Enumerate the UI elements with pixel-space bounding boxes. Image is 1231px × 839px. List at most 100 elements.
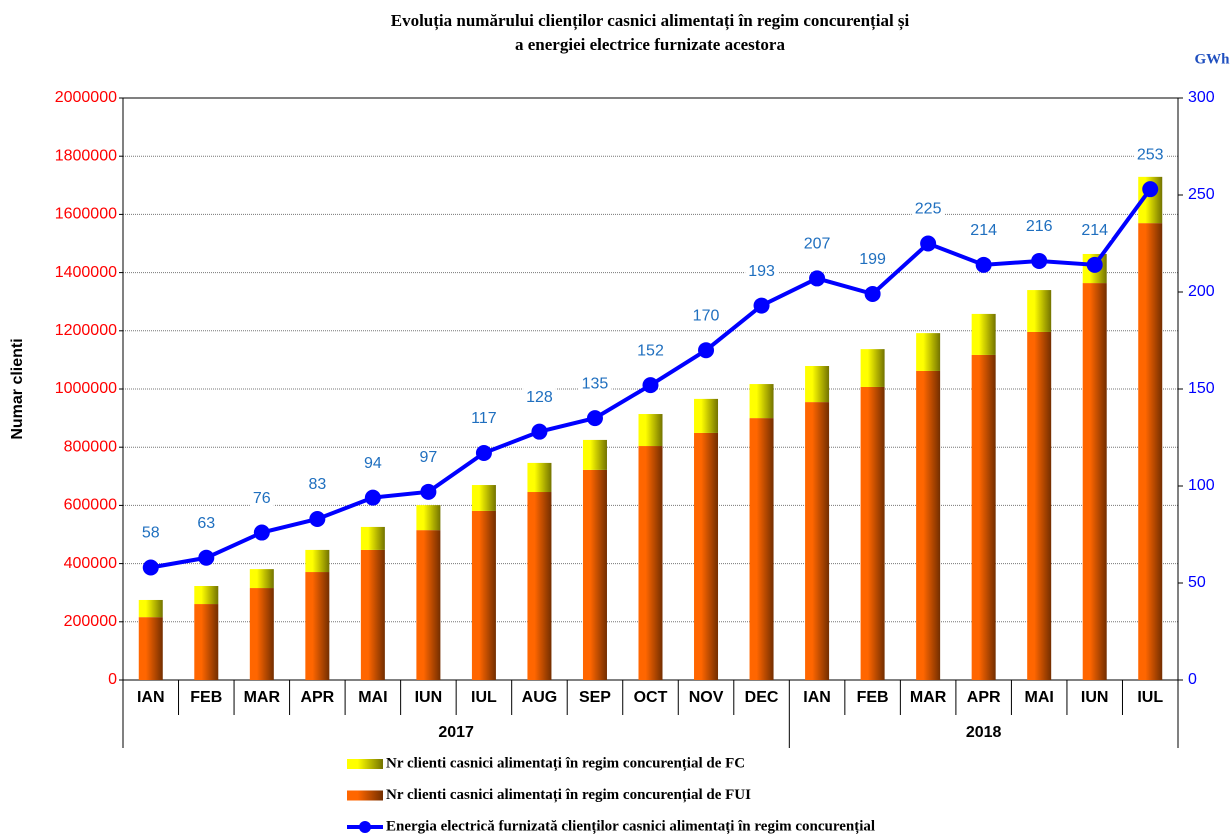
legend-swatch (347, 790, 383, 801)
data-label-bg (1133, 145, 1167, 165)
y-tick-label: 1000000 (55, 380, 117, 397)
x-tick-label: MAI (1025, 689, 1054, 706)
y2-tick-label: 100 (1188, 477, 1215, 494)
line-marker (309, 510, 326, 527)
bar (805, 366, 830, 403)
x-tick-label: MAI (358, 689, 387, 706)
y2-tick-label: 300 (1188, 89, 1215, 106)
data-label-bg (468, 409, 500, 429)
bar (305, 549, 330, 573)
bar (416, 505, 441, 531)
bar (471, 485, 496, 511)
bar (638, 414, 663, 447)
y-tick-label: 0 (108, 671, 117, 688)
x-tick-label: IAN (137, 689, 165, 706)
bar (638, 446, 663, 680)
y-tick-label: 1400000 (55, 264, 117, 281)
bar (194, 604, 219, 680)
data-label: 214 (1081, 222, 1108, 239)
line-marker (642, 377, 659, 394)
line-marker (475, 445, 492, 462)
y-axis-label: Numar clienti (9, 338, 26, 439)
data-label: 58 (142, 525, 160, 542)
line-marker (1142, 181, 1159, 198)
data-label-bg (578, 374, 612, 394)
x-tick-label: DEC (745, 689, 779, 706)
data-label: 97 (419, 449, 437, 466)
data-label: 128 (526, 389, 553, 406)
bar (1082, 283, 1107, 680)
bar (360, 549, 385, 680)
line-marker (753, 297, 770, 314)
x-tick-label: IUN (1081, 689, 1109, 706)
data-label: 117 (471, 410, 497, 427)
x-tick-label: AUG (522, 689, 558, 706)
chart-title: a energiei electrice furnizate acestora (515, 35, 785, 54)
bar (471, 510, 496, 680)
y-tick-label: 400000 (64, 555, 117, 572)
y-tick-label: 2000000 (55, 89, 117, 106)
line-marker (698, 342, 715, 359)
bar (805, 402, 830, 680)
bar (694, 432, 719, 680)
data-label: 63 (197, 515, 215, 532)
bar (249, 588, 274, 680)
line-marker (364, 489, 381, 506)
data-label: 152 (637, 342, 664, 359)
line-marker (142, 559, 159, 576)
data-label-bg (305, 475, 330, 495)
x-tick-label: SEP (579, 689, 611, 706)
bar (527, 492, 552, 680)
legend-label: Nr clienti casnici alimentați în regim c… (386, 787, 751, 803)
line-marker (1086, 256, 1103, 273)
y-tick-label: 1600000 (55, 206, 117, 223)
data-label-bg (634, 341, 667, 361)
bar (360, 526, 385, 550)
bar (138, 599, 163, 618)
data-label: 199 (859, 251, 886, 268)
bar (527, 462, 552, 493)
line-marker (975, 256, 992, 273)
legend-swatch (359, 821, 371, 833)
y2-tick-label: 250 (1188, 186, 1215, 203)
chart-title: Evoluția numărului clienților casnici al… (391, 11, 910, 31)
data-label: 193 (748, 263, 775, 280)
bar (860, 349, 885, 387)
y-tick-label: 600000 (64, 497, 117, 514)
line-marker (1031, 252, 1048, 269)
x-tick-label: IUL (1137, 689, 1163, 706)
bar (749, 418, 774, 680)
bar (860, 386, 885, 680)
data-label: 207 (804, 236, 831, 253)
bar (694, 398, 719, 433)
data-label-bg (745, 261, 778, 281)
bar (249, 569, 274, 589)
data-label: 76 (253, 490, 271, 507)
x-group-label: 2018 (966, 724, 1002, 741)
data-label-bg (1022, 217, 1056, 237)
x-tick-label: FEB (857, 689, 889, 706)
x-tick-label: FEB (190, 689, 222, 706)
line-marker (531, 423, 548, 440)
y2-tick-label: 50 (1188, 574, 1206, 591)
data-label-bg (360, 453, 385, 473)
data-label: 94 (364, 455, 382, 472)
line-marker (864, 285, 881, 302)
data-label: 83 (308, 476, 326, 493)
data-label-bg (138, 523, 163, 543)
y2-tick-label: 200 (1188, 283, 1215, 300)
bar (749, 384, 774, 419)
data-label-bg (856, 250, 890, 270)
legend-swatch (347, 759, 383, 769)
line-marker (253, 524, 270, 541)
data-label-bg (416, 448, 441, 468)
x-group-label: 2017 (438, 724, 474, 741)
line-marker (586, 410, 603, 427)
data-label-bg (194, 513, 219, 534)
y2-tick-label: 150 (1188, 380, 1215, 397)
x-tick-label: OCT (634, 689, 668, 706)
bar (138, 617, 163, 680)
data-label-bg (911, 199, 945, 219)
data-label: 216 (1026, 218, 1053, 235)
y-tick-label: 800000 (64, 438, 117, 455)
